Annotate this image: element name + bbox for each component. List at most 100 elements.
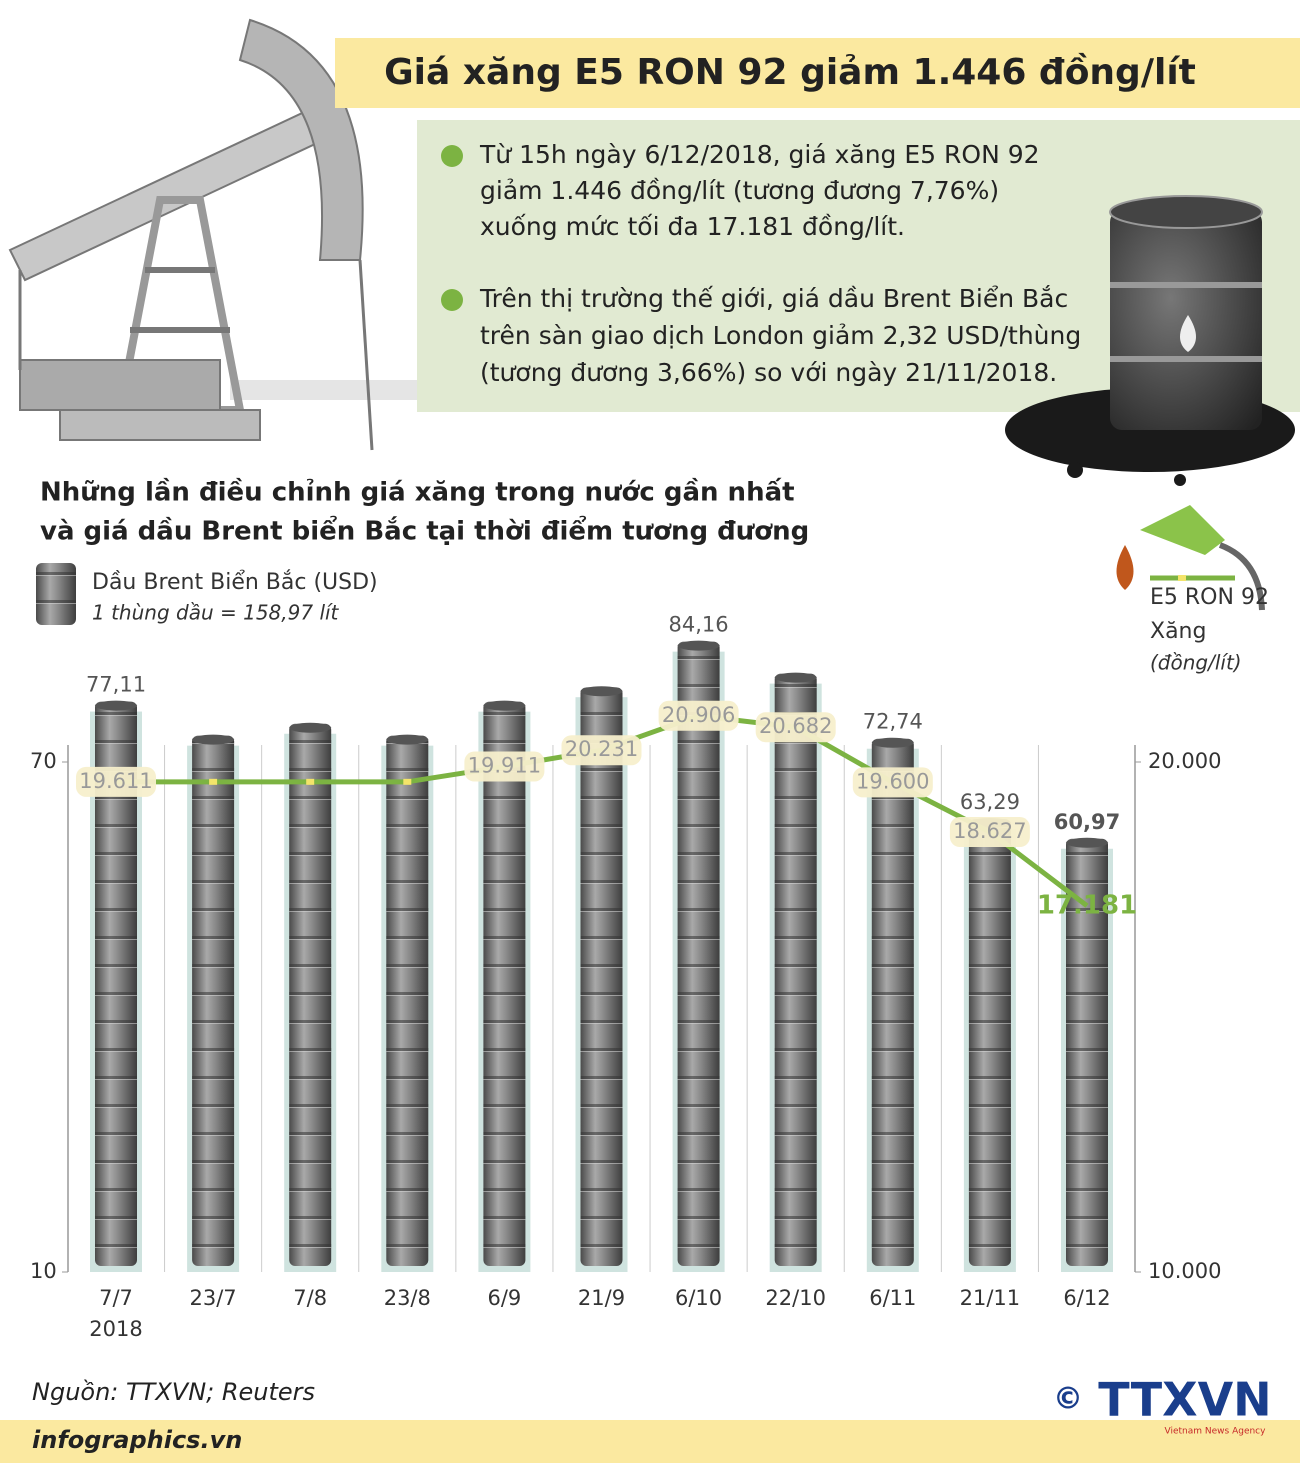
source: Nguồn: TTXVN; Reuters bbox=[32, 1378, 315, 1406]
bar bbox=[386, 734, 429, 1266]
x-year-label: 2018 bbox=[89, 1317, 142, 1341]
barrel-rings bbox=[677, 641, 720, 1266]
bullet-text: (tương đương 3,66%) so với ngày 21/11/20… bbox=[480, 358, 1057, 387]
bar bbox=[677, 640, 720, 1266]
plot: 10 70 10.000 20.000 77,11 84,16 72,74 63,29 60,9… bbox=[30, 613, 1221, 1341]
bullet-text: Trên thị trường thế giới, giá dầu Brent … bbox=[479, 284, 1068, 313]
y-tick-label: 70 bbox=[30, 749, 57, 773]
bar bbox=[580, 686, 623, 1266]
x-tick-label: 23/7 bbox=[190, 1286, 237, 1310]
line-label-bg bbox=[464, 751, 545, 782]
legend-unit: (đồng/lít) bbox=[1150, 651, 1242, 675]
website: infographics.vn bbox=[32, 1426, 242, 1454]
title-band bbox=[335, 38, 1300, 108]
fuel-nozzle-illustration bbox=[1116, 505, 1265, 611]
bar-value-label: 77,11 bbox=[86, 673, 146, 697]
legend-barrel bbox=[36, 563, 76, 625]
copyright: © bbox=[1053, 1382, 1083, 1417]
x-tick-label: 21/9 bbox=[578, 1286, 625, 1310]
legend-line-marker bbox=[1178, 575, 1186, 581]
line-label-bg bbox=[658, 700, 739, 731]
legend-note: 1 thùng dầu = 158,97 lít bbox=[92, 601, 340, 625]
bar bbox=[774, 672, 817, 1266]
x-tick-label: 7/7 bbox=[99, 1286, 133, 1310]
x-tick-label: 6/11 bbox=[869, 1286, 916, 1310]
barrel-cap bbox=[580, 686, 623, 697]
barrel-cap bbox=[1066, 837, 1108, 848]
barrel-cap bbox=[483, 700, 526, 711]
barrel-cap bbox=[289, 722, 332, 733]
line-value-label: 17.181 bbox=[1037, 890, 1137, 920]
chart-title: Những lần điều chỉnh giá xăng trong nước… bbox=[40, 477, 795, 508]
line-point bbox=[209, 778, 218, 785]
line-value-label: 20.231 bbox=[565, 737, 638, 761]
bullet-text: Từ 15h ngày 6/12/2018, giá xăng E5 RON 9… bbox=[479, 140, 1040, 169]
x-tick-label: 23/8 bbox=[384, 1286, 431, 1310]
bar-value-label: 72,74 bbox=[863, 710, 923, 734]
line-label-bg bbox=[949, 817, 1030, 848]
barrel-rings bbox=[580, 687, 623, 1266]
y-tick-label: 10 bbox=[30, 1259, 57, 1283]
bar bbox=[1066, 837, 1108, 1266]
legend-label: Xăng bbox=[1150, 619, 1206, 644]
line-value-label: 18.627 bbox=[953, 819, 1026, 843]
chart-title: và giá dầu Brent biển Bắc tại thời điểm … bbox=[40, 514, 809, 547]
bullet-text: trên sàn giao dịch London giảm 2,32 USD/… bbox=[480, 321, 1081, 350]
line-value-label: 20.682 bbox=[759, 714, 832, 738]
title: Giá xăng E5 RON 92 giảm 1.446 đồng/lít bbox=[384, 52, 1196, 93]
barrel-cap bbox=[192, 734, 235, 745]
logo: TTXVN bbox=[1098, 1373, 1271, 1427]
bullet-text: xuống mức tối đa 17.181 đồng/lít. bbox=[480, 212, 905, 241]
barrel-rings bbox=[871, 738, 914, 1266]
pump-jack-illustration bbox=[8, 18, 440, 451]
line-label-bg bbox=[561, 735, 642, 766]
barrel-cap bbox=[774, 672, 817, 683]
barrel-rings bbox=[483, 701, 526, 1266]
line-point bbox=[306, 778, 315, 785]
line-value-label: 19.611 bbox=[79, 769, 152, 793]
oil-drum-illustration bbox=[1005, 195, 1295, 486]
bar bbox=[95, 700, 137, 1266]
barrel-rings bbox=[289, 723, 332, 1266]
x-tick-label: 21/11 bbox=[960, 1286, 1021, 1310]
barrel-rings bbox=[95, 701, 137, 1266]
x-tick-label: 22/10 bbox=[765, 1286, 826, 1310]
x-tick-label: 6/10 bbox=[675, 1286, 722, 1310]
x-tick-label: 6/9 bbox=[488, 1286, 522, 1310]
bullet-text: giảm 1.446 đồng/lít (tương đương 7,76%) bbox=[480, 176, 999, 205]
line-value-label: 20.906 bbox=[662, 703, 735, 727]
logo-subtitle: Vietnam News Agency bbox=[1165, 1427, 1267, 1437]
barrel-rings bbox=[774, 673, 817, 1266]
legend-label: Dầu Brent Biển Bắc (USD) bbox=[92, 570, 378, 595]
bullet bbox=[441, 289, 463, 311]
barrel-cap bbox=[677, 640, 720, 651]
line-label-bg bbox=[755, 712, 836, 743]
barrel-cap bbox=[95, 700, 137, 711]
bar bbox=[871, 737, 914, 1266]
barrel-rings bbox=[1066, 838, 1108, 1266]
x-tick-label: 6/12 bbox=[1063, 1286, 1110, 1310]
barrel-rings bbox=[192, 735, 235, 1266]
legend-label: E5 RON 92 bbox=[1150, 585, 1269, 610]
barrel-rings bbox=[968, 819, 1011, 1266]
bar-value-label: 84,16 bbox=[669, 613, 729, 637]
bar bbox=[192, 734, 235, 1266]
line-value-label: 19.911 bbox=[468, 754, 541, 778]
barrel-cap bbox=[386, 734, 429, 745]
bar-value-label: 63,29 bbox=[960, 790, 1020, 814]
footer-band bbox=[0, 1420, 1300, 1463]
y2-tick-label: 20.000 bbox=[1148, 749, 1221, 773]
bullet bbox=[441, 145, 463, 167]
x-tick-label: 7/8 bbox=[293, 1286, 327, 1310]
line-point bbox=[403, 778, 412, 785]
bar-value-label: 60,97 bbox=[1054, 810, 1120, 834]
line-value-label: 19.600 bbox=[856, 769, 929, 793]
line-label-bg bbox=[852, 767, 933, 798]
barrel-rings bbox=[386, 735, 429, 1266]
bar bbox=[289, 722, 332, 1266]
y2-tick-label: 10.000 bbox=[1148, 1259, 1221, 1283]
bar bbox=[483, 700, 526, 1266]
barrel-cap bbox=[871, 737, 914, 748]
line-label-bg bbox=[76, 766, 156, 797]
